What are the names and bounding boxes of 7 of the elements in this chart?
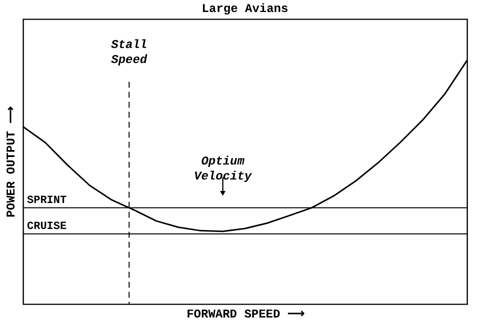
ref-line-label: CRUISE xyxy=(27,220,68,233)
annotation: Stall Speed xyxy=(111,38,148,67)
chart-title: Large Avians xyxy=(202,2,288,16)
y-axis-title: POWER OUTPUT ⟶ xyxy=(4,106,18,218)
ref-line-label: SPRINT xyxy=(27,194,68,207)
annotation: Optium Velocity xyxy=(194,154,252,184)
x-axis-title: FORWARD SPEED ⟶ xyxy=(186,308,304,322)
